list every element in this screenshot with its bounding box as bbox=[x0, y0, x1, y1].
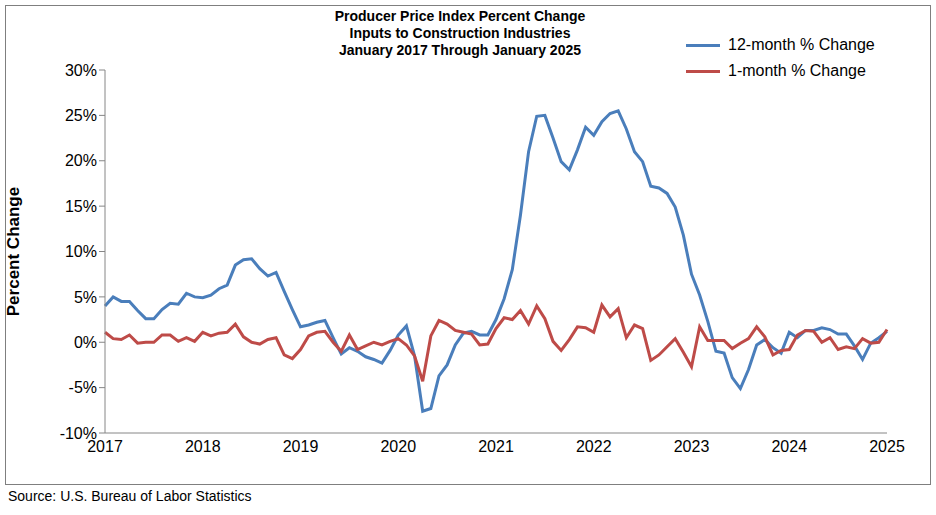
svg-text:2018: 2018 bbox=[185, 438, 221, 455]
html-text:Source: U.S. Bureau of Labor S: Source: U.S. Bureau of Labor Statistics bbox=[8, 488, 252, 504]
svg-text:30%: 30% bbox=[65, 62, 97, 79]
html-text:12-month % Change: 12-month % Change bbox=[728, 36, 875, 53]
html-text:Inputs to Construction Industr: Inputs to Construction Industries bbox=[349, 25, 571, 41]
svg-text:25%: 25% bbox=[65, 107, 97, 124]
svg-text:2023: 2023 bbox=[674, 438, 710, 455]
svg-text:20%: 20% bbox=[65, 152, 97, 169]
svg-text:10%: 10% bbox=[65, 243, 97, 260]
svg-text:2017: 2017 bbox=[87, 438, 123, 456]
svg-text:2020: 2020 bbox=[380, 438, 416, 455]
svg-text:2019: 2019 bbox=[283, 438, 319, 455]
svg-text:2021: 2021 bbox=[478, 438, 514, 455]
svg-text:5%: 5% bbox=[74, 289, 97, 306]
svg-text:2022: 2022 bbox=[576, 438, 612, 455]
svg-text:0%: 0% bbox=[74, 334, 97, 351]
html-text:January 2017 Through January 2: January 2017 Through January 2025 bbox=[339, 42, 581, 58]
html-text:1-month % Change: 1-month % Change bbox=[728, 62, 866, 79]
svg-text:Percent Change: Percent Change bbox=[8, 187, 23, 316]
svg-text:2024: 2024 bbox=[771, 438, 807, 455]
svg-text:15%: 15% bbox=[65, 198, 97, 215]
svg-text:-10%: -10% bbox=[60, 425, 97, 442]
svg-text:2025: 2025 bbox=[869, 438, 905, 455]
svg-text:-5%: -5% bbox=[69, 379, 97, 396]
html-text:Producer Price Index Percent C: Producer Price Index Percent Change bbox=[334, 8, 586, 24]
